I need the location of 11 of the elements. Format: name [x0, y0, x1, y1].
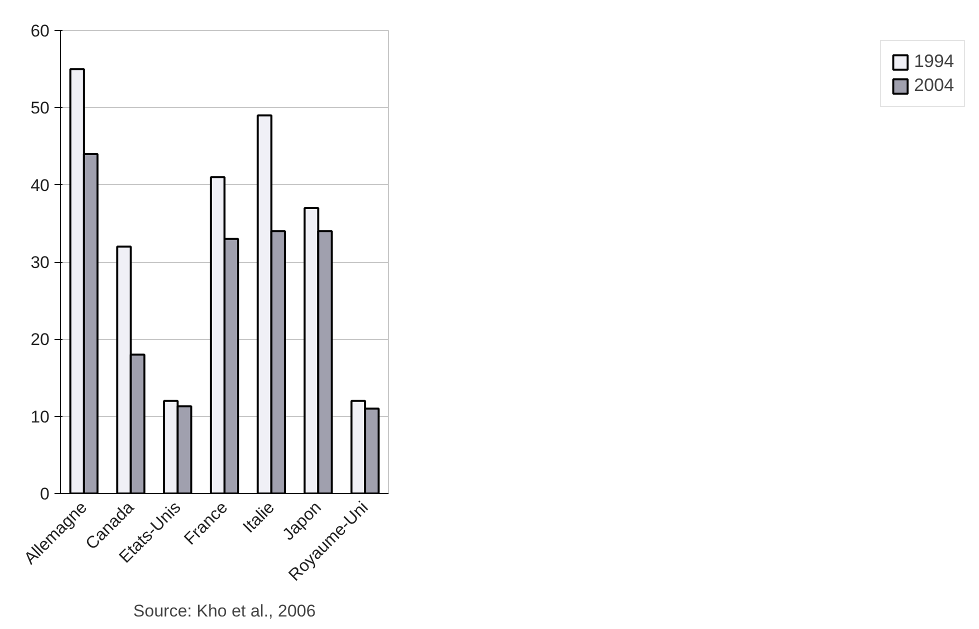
y-tick-label: 30 — [30, 253, 50, 272]
y-tick-label: 10 — [30, 407, 50, 426]
y-tick-label: 60 — [30, 22, 50, 40]
x-tick-label: Italie — [239, 498, 278, 537]
y-tick-label: 20 — [30, 330, 50, 350]
source-note: Source: Kho et al., 2006 — [133, 602, 316, 620]
y-tick-label: 40 — [30, 176, 50, 195]
y-tick-label: 50 — [30, 98, 50, 118]
legend-label: 2004 — [914, 75, 954, 96]
y-tick-label: 0 — [40, 484, 50, 504]
legend-label: 1994 — [914, 51, 954, 72]
